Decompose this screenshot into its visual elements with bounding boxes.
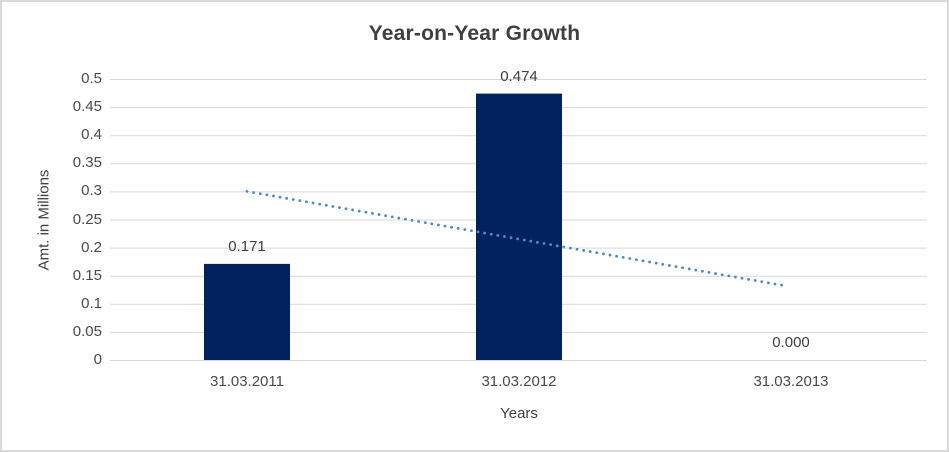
- y-tick-label: 0.15: [72, 266, 102, 284]
- y-tick-label: 0.2: [81, 238, 102, 256]
- bar-value-label: 0.474: [500, 67, 538, 85]
- y-tick-label: 0.1: [81, 294, 102, 312]
- bar-value-label: 0.171: [228, 237, 266, 255]
- y-tick-label: 0: [93, 351, 102, 368]
- x-category-label: 31.03.2011: [210, 373, 284, 390]
- y-tick-label: 0.4: [81, 126, 102, 144]
- chart-title: Year-on-Year Growth: [368, 22, 581, 45]
- y-tick-label: 0.5: [81, 70, 102, 87]
- trendline: [245, 189, 788, 288]
- y-tick-label: 0.35: [72, 154, 102, 172]
- bar-value-label: 0.000: [772, 334, 810, 351]
- x-category-label: 31.03.2012: [481, 373, 557, 390]
- y-axis-title: Amt. in Millions: [35, 169, 53, 271]
- bar: [476, 93, 562, 360]
- bar: [204, 263, 290, 360]
- y-tick-label: 0.45: [72, 98, 102, 116]
- x-category-label: 31.03.2013: [753, 373, 829, 390]
- x-axis-title: Years: [500, 405, 538, 422]
- y-tick-label: 0.3: [81, 182, 102, 200]
- y-tick-label: 0.05: [72, 322, 102, 340]
- y-tick-label: 0.25: [72, 210, 102, 228]
